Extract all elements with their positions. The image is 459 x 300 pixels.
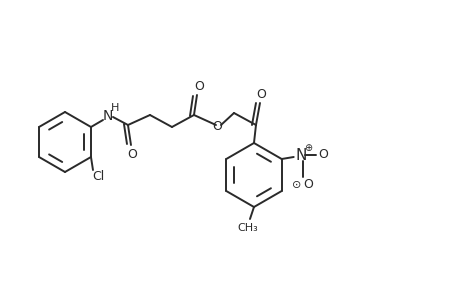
Text: O: O <box>127 148 137 160</box>
Text: ⊕: ⊕ <box>303 143 311 153</box>
Text: O: O <box>194 80 203 92</box>
Text: N: N <box>294 148 306 163</box>
Text: Cl: Cl <box>92 169 104 182</box>
Text: ⊙: ⊙ <box>291 180 301 190</box>
Text: O: O <box>212 119 221 133</box>
Text: CH₃: CH₃ <box>237 223 258 233</box>
Text: N: N <box>102 109 113 123</box>
Text: O: O <box>256 88 265 100</box>
Text: O: O <box>302 178 312 190</box>
Text: O: O <box>317 148 327 160</box>
Text: H: H <box>111 103 119 113</box>
